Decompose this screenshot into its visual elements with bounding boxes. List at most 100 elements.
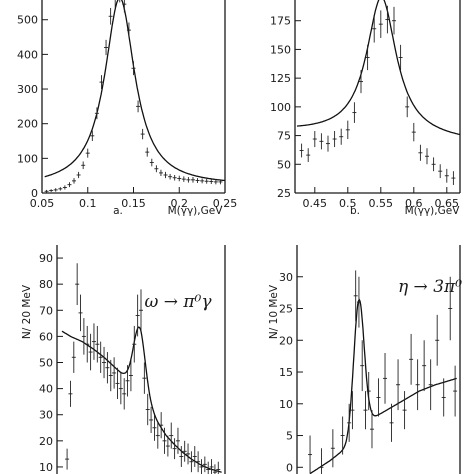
- data-point: [428, 359, 433, 411]
- y-tick-label: 0: [286, 461, 293, 474]
- data-point: [199, 459, 204, 474]
- data-point: [152, 414, 157, 441]
- panel-letter: a.: [113, 205, 123, 217]
- fit-curve: [309, 298, 457, 474]
- panel-a: 0 100 200 300 400 500 0.05 0.1 0.15 0.2 0.25 a. M(γγ…: [17, 0, 237, 217]
- data-point: [149, 406, 154, 433]
- data-point: [85, 148, 90, 158]
- data-point: [172, 438, 177, 460]
- data-point: [112, 357, 117, 389]
- data-point: [308, 435, 313, 474]
- data-point: [135, 294, 140, 337]
- data-point: [114, 0, 116, 8]
- data-point: [122, 378, 127, 410]
- y-tick-label: 50: [277, 158, 291, 171]
- fit-curve: [44, 0, 226, 182]
- data-point: [142, 362, 147, 394]
- reaction-annotation: η → 3π⁰: [398, 277, 462, 297]
- data-point: [94, 107, 99, 120]
- x-axis-label: M(γγ),GeV: [168, 205, 224, 217]
- data-point: [398, 44, 403, 71]
- data-point: [340, 416, 345, 455]
- data-point: [91, 323, 96, 360]
- y-tick-label: 500: [17, 14, 38, 27]
- data-point: [122, 0, 127, 13]
- data-point: [218, 179, 223, 185]
- y-tick-label: 175: [270, 15, 291, 28]
- data-point: [145, 147, 150, 157]
- data-point: [415, 359, 420, 411]
- y-tick-label: 300: [17, 83, 38, 96]
- data-point: [396, 359, 401, 411]
- data-point: [209, 179, 214, 184]
- data-point: [140, 128, 145, 140]
- data-point: [326, 135, 330, 152]
- data-point: [49, 189, 54, 192]
- data-point: [402, 391, 407, 430]
- data-point: [108, 359, 113, 392]
- data-point: [76, 171, 81, 179]
- data-point: [453, 365, 458, 417]
- data-point: [356, 276, 361, 328]
- data-point: [372, 14, 377, 43]
- data-point: [128, 359, 133, 392]
- data-point: [58, 187, 63, 191]
- y-axis-label: N/ 20 MeV: [21, 284, 33, 339]
- data-point: [154, 165, 159, 173]
- data-point: [359, 70, 363, 94]
- y-tick-label: 200: [17, 118, 38, 131]
- data-point: [352, 102, 357, 123]
- data-point: [65, 448, 70, 470]
- y-tick-label: 70: [39, 304, 53, 317]
- data-point: [78, 294, 83, 332]
- fit-curve: [296, 0, 461, 136]
- panel-d: 0 5 10 15 20 25 30N/ 10 MeV η → 3π⁰: [268, 245, 462, 474]
- data-point: [67, 182, 72, 188]
- data-point: [81, 318, 86, 355]
- data-point: [136, 100, 141, 113]
- data-point: [330, 429, 335, 468]
- data-point: [85, 325, 90, 363]
- data-point: [319, 133, 324, 150]
- data-point: [162, 427, 167, 454]
- y-tick-label: 80: [39, 278, 53, 291]
- data-point: [62, 185, 67, 190]
- data-point: [418, 144, 423, 161]
- data-point: [90, 130, 95, 142]
- data-point: [145, 393, 150, 426]
- y-tick-label: 125: [270, 72, 291, 85]
- data-point: [376, 378, 381, 417]
- data-point: [108, 7, 113, 25]
- y-tick-label: 60: [39, 330, 53, 343]
- data-point: [88, 333, 93, 371]
- y-tick-label: 90: [39, 252, 53, 265]
- data-point: [81, 161, 86, 170]
- data-point: [53, 188, 58, 192]
- data-point: [182, 440, 187, 462]
- y-tick-label: 20: [39, 435, 53, 448]
- x-tick-label: 0.45: [303, 197, 328, 210]
- y-tick-label: 75: [277, 130, 291, 143]
- data-point: [451, 171, 456, 185]
- y-tick-label: 20: [279, 334, 293, 347]
- data-point: [155, 422, 160, 449]
- data-point: [99, 75, 104, 90]
- data-point: [383, 352, 388, 404]
- data-point: [209, 459, 214, 474]
- panel-c: 10 20 30 40 50 60 70 80 90 N/ 20 MeV ω → π⁰γ: [21, 245, 226, 474]
- x-tick-label: 0.5: [339, 197, 357, 210]
- panel-letter: b.: [350, 205, 360, 217]
- data-point: [385, 5, 390, 34]
- data-point: [435, 314, 440, 366]
- data-point: [131, 61, 136, 76]
- data-point: [165, 435, 170, 457]
- data-point: [186, 443, 191, 465]
- data-point: [75, 263, 80, 306]
- data-point: [425, 148, 429, 165]
- data-point: [422, 340, 427, 392]
- data-point: [202, 456, 207, 473]
- data-point: [126, 22, 131, 38]
- data-point: [441, 378, 446, 417]
- y-tick-label: 30: [279, 271, 293, 284]
